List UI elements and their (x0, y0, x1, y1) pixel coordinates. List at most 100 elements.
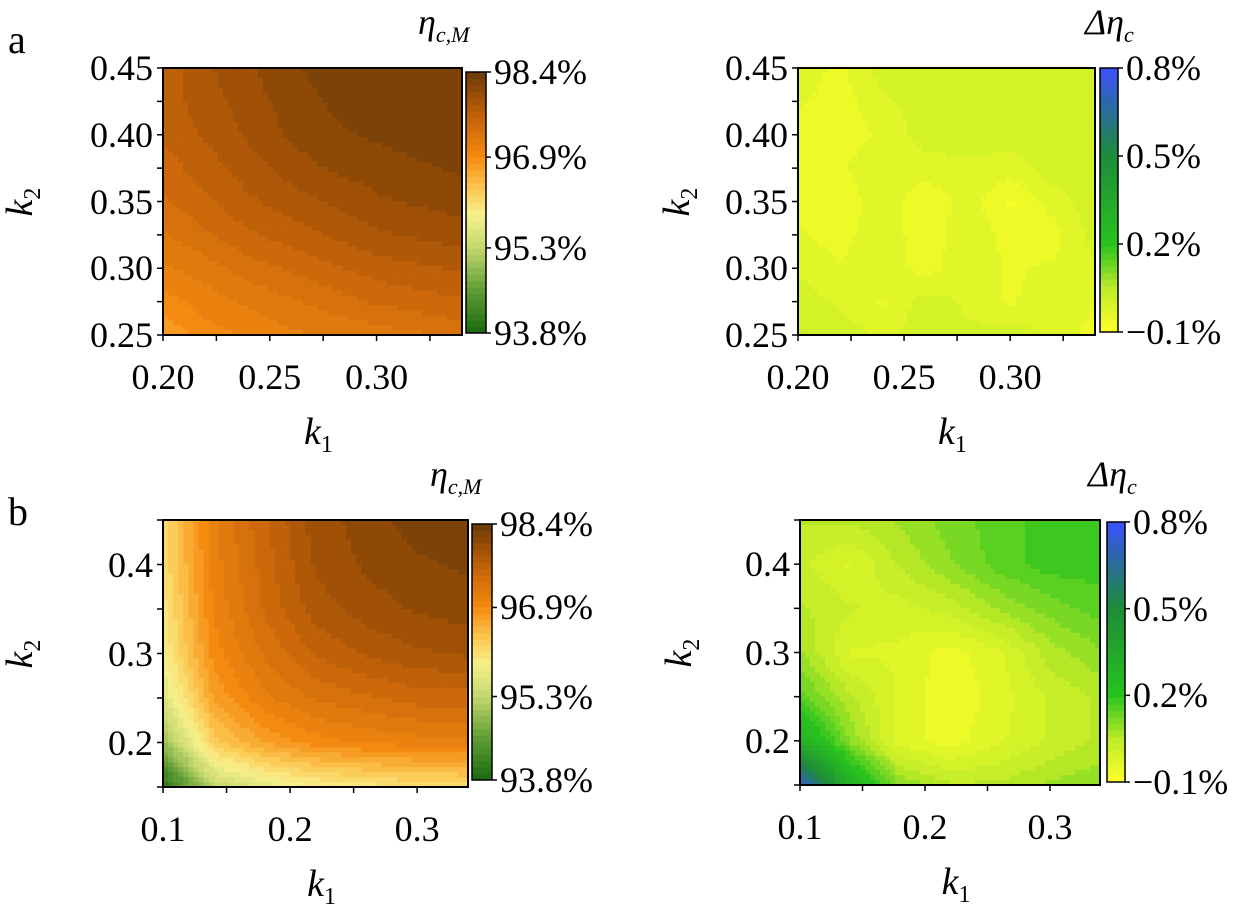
contour-cell (847, 97, 854, 104)
contour-cell (798, 186, 804, 193)
contour-cell (317, 275, 324, 282)
contour-cell (936, 68, 943, 74)
contour-cell (312, 72, 319, 79)
contour-cell (936, 216, 943, 222)
contour-cell (307, 97, 314, 104)
contour-cell (447, 181, 453, 188)
contour-cell (857, 280, 863, 287)
contour-cell (367, 221, 373, 227)
contour-cell (422, 270, 428, 277)
contour-cell (242, 122, 249, 128)
contour-cell (382, 102, 388, 109)
contour-cell (916, 300, 923, 306)
contour-cell (941, 290, 948, 297)
contour-cell (297, 305, 304, 311)
contour-cell (842, 305, 849, 311)
contour-cell (812, 186, 819, 193)
contour-cell (207, 122, 214, 128)
contour-cell (222, 77, 229, 84)
contour-cell (832, 92, 839, 99)
contour-cell (852, 221, 858, 227)
contour-cell (427, 201, 433, 208)
contour-cell (936, 300, 943, 306)
contour-cell (807, 161, 814, 168)
contour-cell (412, 142, 418, 148)
contour-cell (302, 211, 309, 217)
contour-cell (857, 310, 863, 316)
contour-cell (442, 285, 448, 292)
contour-cell (177, 102, 184, 109)
contour-cell (872, 186, 878, 193)
contour-cell (287, 275, 294, 282)
contour-cell (906, 280, 913, 287)
contour-cell (172, 181, 179, 188)
contour-cell (916, 102, 923, 109)
contour-cell (307, 325, 314, 331)
contour-cell (897, 142, 903, 148)
contour-cell (412, 270, 418, 277)
contour-cell (187, 97, 194, 104)
contour-cell (857, 157, 863, 163)
contour-cell (282, 122, 289, 128)
contour-cell (842, 246, 849, 252)
contour-cell (402, 77, 408, 84)
contour-cell (367, 206, 373, 212)
contour-cell (262, 152, 269, 158)
contour-cell (352, 270, 358, 277)
contour-cell (372, 226, 378, 232)
contour-cell (432, 305, 438, 311)
contour-cell (837, 196, 844, 203)
contour-cell (872, 102, 878, 109)
contour-cell (946, 280, 953, 287)
contour-cell (282, 112, 289, 119)
contour-cell (237, 211, 244, 217)
contour-cell (197, 285, 204, 292)
contour-cell (402, 127, 408, 133)
contour-cell (892, 132, 898, 138)
contour-cell (402, 211, 408, 217)
contour-cell (252, 72, 259, 79)
contour-cell (412, 206, 418, 212)
contour-cell (372, 77, 378, 84)
contour-cell (217, 250, 224, 257)
contour-cell (372, 166, 378, 173)
contour-cell (357, 117, 363, 123)
contour-cell (892, 226, 898, 232)
contour-cell (397, 102, 403, 109)
contour-cell (282, 211, 289, 217)
contour-cell (427, 196, 433, 203)
contour-cell (357, 176, 363, 183)
contour-cell (187, 270, 194, 277)
contour-cell (202, 290, 209, 297)
contour-cell (447, 191, 453, 198)
contour-cell (277, 92, 284, 99)
contour-cell (187, 206, 194, 212)
contour-cell (847, 330, 854, 336)
contour-cell (437, 320, 443, 326)
contour-cell (207, 97, 214, 104)
contour-cell (197, 201, 204, 208)
contour-cell (227, 246, 234, 252)
contour-cell (916, 157, 923, 163)
contour-cell (387, 161, 393, 168)
contour-cell (911, 137, 918, 143)
contour-cell (906, 176, 913, 183)
contour-cell (282, 72, 289, 79)
contour-cell (387, 320, 393, 326)
contour-cell (182, 191, 189, 198)
contour-cell (422, 82, 428, 89)
contour-cell (437, 132, 443, 138)
contour-cell (382, 280, 388, 287)
contour-cell (837, 231, 844, 237)
contour-cell (267, 255, 274, 262)
contour-cell (222, 211, 229, 217)
contour-cell (936, 255, 943, 262)
contour-cell (187, 137, 194, 143)
contour-cell (287, 186, 294, 193)
contour-cell (457, 231, 463, 237)
contour-cell (926, 68, 933, 74)
contour-cell (877, 171, 883, 178)
contour-cell (916, 72, 923, 79)
contour-cell (931, 107, 938, 114)
contour-cell (357, 201, 363, 208)
